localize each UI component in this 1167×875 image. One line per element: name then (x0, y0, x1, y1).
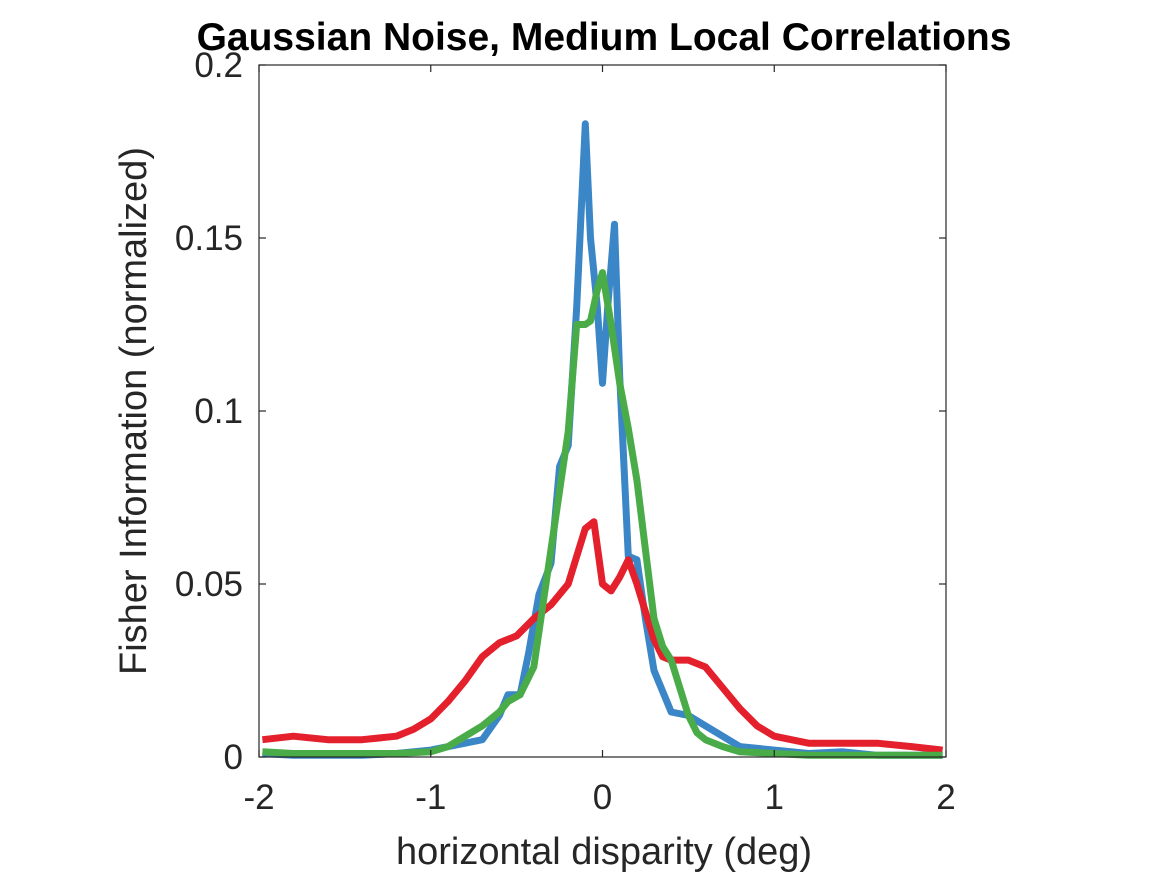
chart-title: Gaussian Noise, Medium Local Correlation… (197, 16, 1012, 59)
y-tick-label: 0.05 (175, 565, 243, 604)
y-tick-label: 0.15 (175, 219, 243, 258)
y-tick-label: 0 (224, 738, 243, 777)
x-tick-label: 2 (936, 778, 955, 817)
series-line-1 (262, 120, 943, 759)
series-line-3 (262, 269, 943, 759)
y-tick-label: 0.1 (194, 392, 243, 431)
x-tick-label: 0 (593, 778, 612, 817)
x-tick-label: -1 (415, 778, 446, 817)
plot-area (262, 120, 943, 759)
y-tick-label: 0.2 (194, 46, 243, 85)
x-tick-label: -2 (243, 778, 274, 817)
series-line-2 (262, 518, 943, 754)
y-axis-label: Fisher Information (normalized) (113, 147, 155, 675)
x-tick-label: 1 (765, 778, 784, 817)
x-axis-label: horizontal disparity (deg) (396, 831, 812, 873)
axis-ticks: -2 -1 0 1 2 0 0.05 0.1 0.15 0.2 (175, 46, 956, 817)
